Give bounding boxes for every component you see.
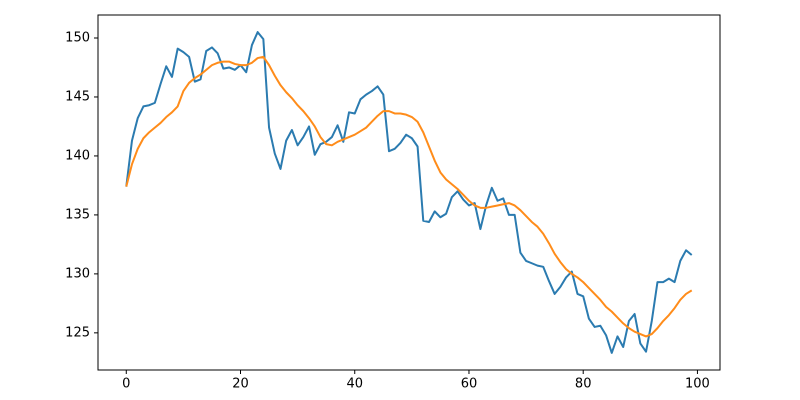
x-tick-label: 40 — [346, 377, 363, 392]
y-tick-label: 145 — [65, 89, 90, 104]
x-tick-label: 80 — [575, 377, 592, 392]
x-tick-label: 60 — [461, 377, 478, 392]
series-line — [125, 31, 693, 354]
y-tick-label: 140 — [65, 148, 90, 163]
x-tick-label: 100 — [685, 377, 710, 392]
x-tick-label: 0 — [122, 377, 130, 392]
x-tick-label: 20 — [232, 377, 249, 392]
y-tick-label: 130 — [65, 266, 90, 281]
y-tick-label: 150 — [65, 30, 90, 45]
y-tick-label: 135 — [65, 207, 90, 222]
plot-frame — [97, 14, 721, 371]
y-tick-label: 125 — [65, 325, 90, 340]
series-line — [125, 55, 693, 338]
